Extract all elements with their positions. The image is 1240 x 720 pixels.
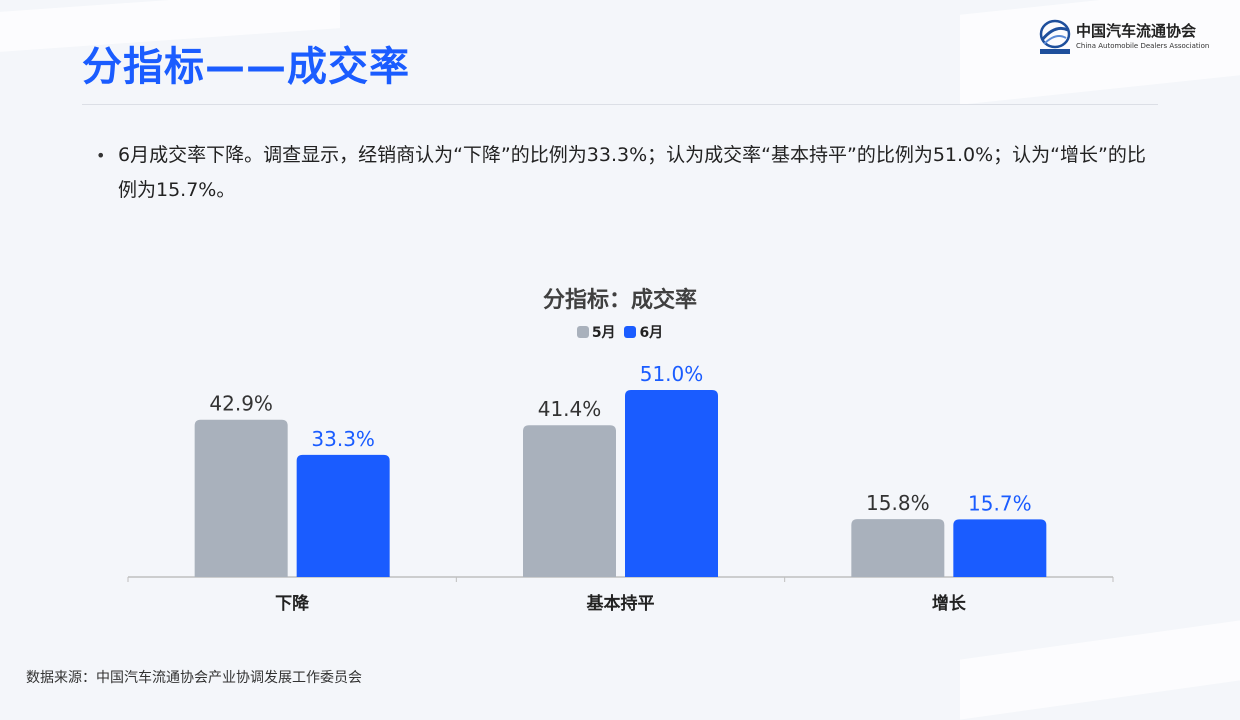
logo-emblem-icon bbox=[1039, 19, 1071, 54]
legend-label-june: 6月 bbox=[639, 325, 664, 341]
data-label: 51.0% bbox=[640, 362, 704, 386]
legend-label-may: 5月 bbox=[591, 325, 616, 341]
logo-name-cn: 中国汽车流通协会 bbox=[1076, 22, 1197, 40]
category-label: 基本持平 bbox=[586, 593, 655, 614]
bar-may bbox=[194, 419, 288, 577]
chart-legend: 5月 6月 bbox=[0, 322, 1240, 342]
summary-text: 6月成交率下降。调查显示，经销商认为“下降”的比例为33.3%；认为成交率“基本… bbox=[118, 144, 1146, 201]
bar-june bbox=[953, 519, 1047, 577]
bar-may bbox=[523, 425, 616, 577]
page-title: 分指标——成交率 bbox=[82, 44, 410, 90]
data-label: 33.3% bbox=[311, 427, 375, 451]
chart-title: 分指标：成交率 bbox=[542, 288, 697, 313]
data-label: 41.4% bbox=[538, 397, 602, 421]
category-label: 下降 bbox=[275, 593, 310, 614]
logo-name-en: China Automobile Dealers Association bbox=[1076, 42, 1210, 50]
data-label: 15.8% bbox=[866, 491, 930, 515]
category-label: 增长 bbox=[932, 593, 967, 614]
legend-swatch-may bbox=[576, 326, 589, 338]
bullet-icon: • bbox=[96, 146, 106, 165]
data-source: 数据来源：中国汽车流通协会产业协调发展工作委员会 bbox=[26, 670, 362, 686]
legend-item-june: 6月 bbox=[624, 322, 663, 342]
bar-june bbox=[296, 454, 390, 577]
data-label: 15.7% bbox=[968, 491, 1032, 515]
association-logo: 中国汽车流通协会 China Automobile Dealers Associ… bbox=[1036, 18, 1210, 60]
bar-june bbox=[625, 390, 718, 577]
legend-item-may: 5月 bbox=[576, 322, 616, 342]
data-label: 42.9% bbox=[209, 392, 273, 416]
title-divider bbox=[82, 104, 1158, 105]
legend-swatch-june bbox=[624, 326, 637, 338]
background-decoration bbox=[960, 620, 1240, 720]
bar-may bbox=[851, 519, 945, 577]
